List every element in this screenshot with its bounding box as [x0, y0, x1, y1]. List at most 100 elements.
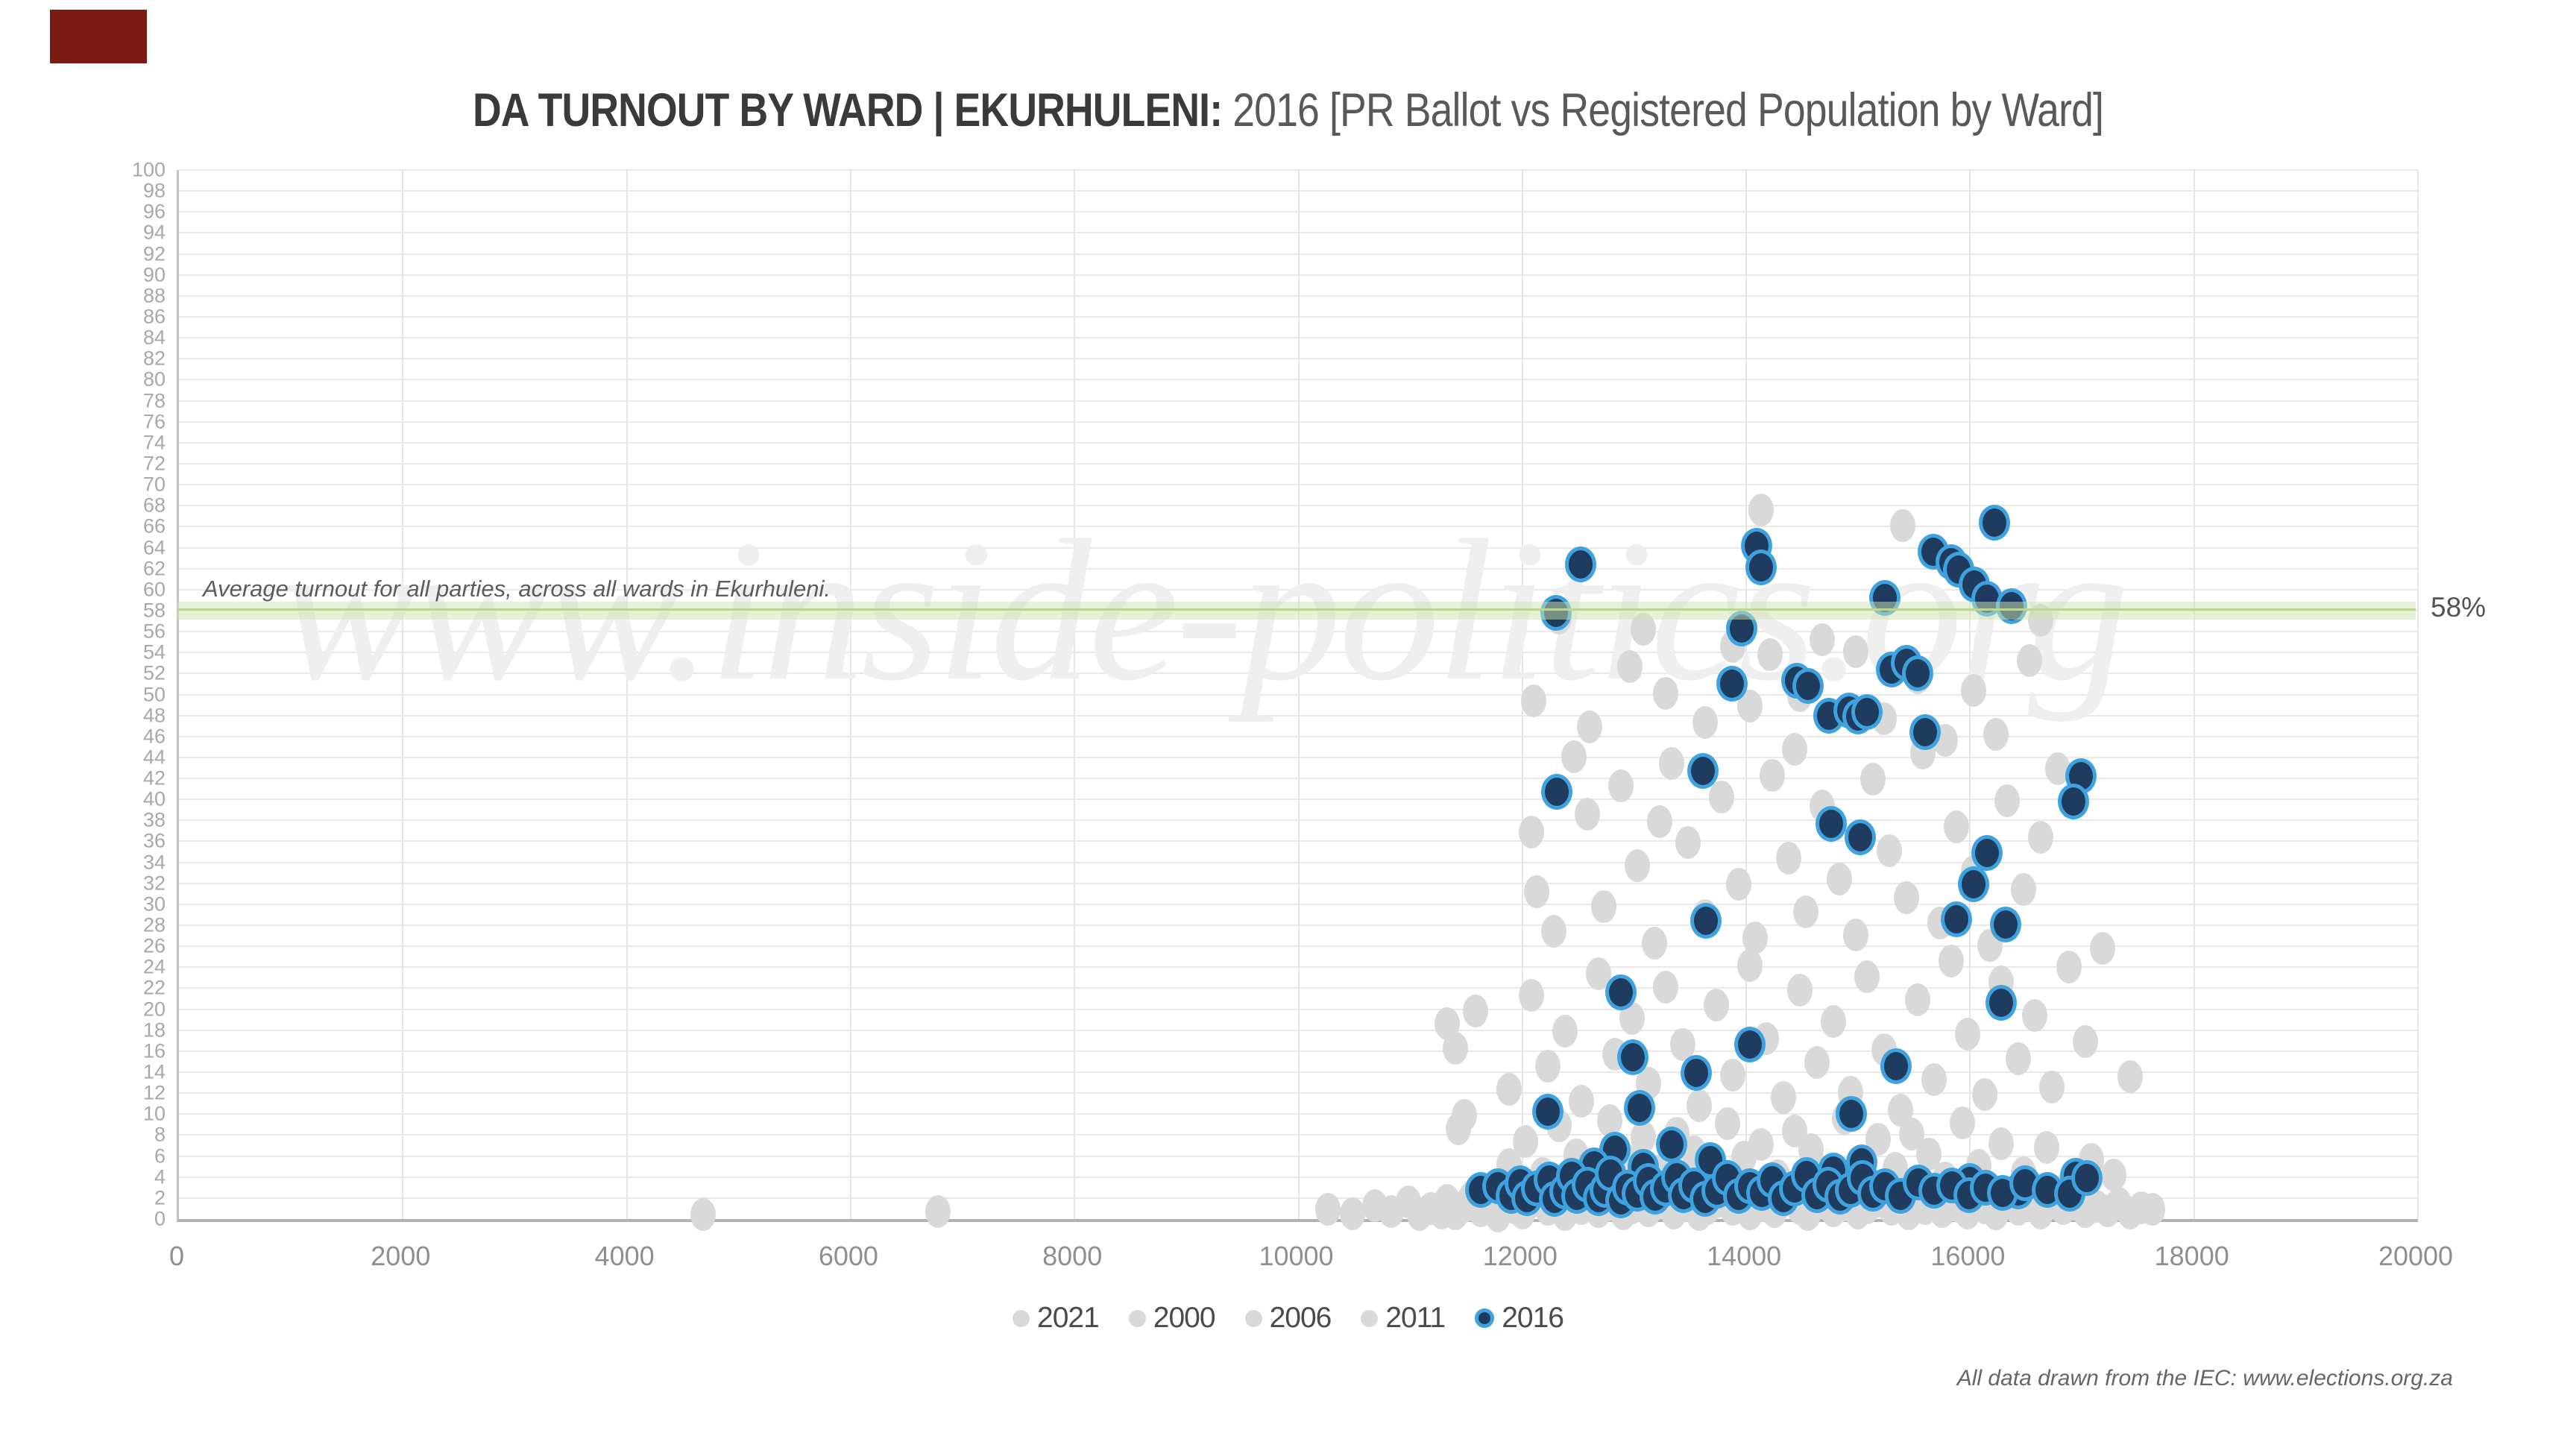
y-tick-label: 24 — [142, 955, 166, 978]
data-point-2016 — [1745, 549, 1777, 586]
data-point-2016 — [1836, 1096, 1868, 1133]
data-point-2016 — [1680, 1055, 1712, 1092]
legend-marker-2016 — [1475, 1308, 1495, 1328]
data-point-prior-year — [1770, 1080, 1796, 1114]
data-point-prior-year — [1994, 784, 2020, 817]
data-point-prior-year — [1804, 1046, 1830, 1080]
y-tick-label: 14 — [142, 1060, 166, 1083]
data-point-prior-year — [1658, 747, 1684, 781]
data-point-prior-year — [2140, 1193, 2166, 1226]
data-point-2016 — [1605, 974, 1637, 1011]
data-point-prior-year — [1742, 921, 1769, 954]
v-gridline — [849, 170, 851, 1219]
y-tick-label: 54 — [142, 640, 166, 664]
data-point-prior-year — [1687, 1089, 1713, 1123]
y-tick-label: 44 — [142, 746, 166, 769]
data-point-prior-year — [1720, 1059, 1746, 1092]
data-point-2016 — [2057, 784, 2089, 819]
y-tick-label: 84 — [142, 326, 166, 349]
y-tick-label: 48 — [142, 704, 166, 727]
data-point-prior-year — [1781, 732, 1807, 766]
legend-label: 2011 — [1385, 1302, 1446, 1334]
data-point-prior-year — [1904, 983, 1930, 1016]
data-point-prior-year — [1949, 1106, 1975, 1139]
data-point-prior-year — [1810, 623, 1836, 657]
data-point-prior-year — [1859, 763, 1886, 796]
data-point-2016 — [1979, 504, 2011, 541]
data-point-prior-year — [1692, 706, 1718, 740]
y-tick-label: 22 — [142, 976, 166, 999]
data-point-prior-year — [1843, 634, 1869, 668]
data-point-prior-year — [1776, 841, 1802, 875]
legend-item-2021: 2021 — [1013, 1302, 1100, 1335]
y-tick-label: 96 — [142, 200, 166, 223]
data-point-prior-year — [2100, 1158, 2126, 1191]
data-point-prior-year — [1944, 810, 1970, 843]
data-point-2016 — [1941, 901, 1973, 937]
chart-legend: 2021 2000 2006 2011 2016 — [0, 1302, 2576, 1335]
data-point-prior-year — [1983, 717, 2009, 751]
x-tick-label: 18000 — [2154, 1241, 2229, 1271]
legend-item-2011: 2011 — [1361, 1302, 1446, 1335]
y-tick-label: 100 — [131, 158, 166, 181]
y-tick-label: 82 — [142, 347, 166, 370]
data-point-prior-year — [1938, 944, 1964, 977]
y-tick-label: 46 — [142, 725, 166, 748]
data-point-2016 — [1909, 714, 1942, 751]
x-tick-label: 8000 — [1042, 1241, 1103, 1271]
data-point-prior-year — [1748, 1128, 1774, 1162]
data-point-prior-year — [1826, 863, 1852, 896]
y-tick-label: 36 — [142, 829, 166, 852]
y-tick-label: 12 — [142, 1081, 166, 1104]
y-tick-label: 78 — [142, 389, 166, 412]
legend-marker-2011 — [1361, 1309, 1379, 1327]
v-gridline — [1297, 170, 1300, 1219]
data-point-prior-year — [1535, 1049, 1561, 1083]
data-point-prior-year — [1955, 1018, 1981, 1051]
data-point-prior-year — [1625, 848, 1651, 882]
data-point-prior-year — [1462, 995, 1488, 1028]
data-point-2016 — [1687, 753, 1719, 790]
x-tick-label: 12000 — [1482, 1241, 1558, 1271]
data-point-2016 — [1880, 1048, 1912, 1084]
y-tick-label: 26 — [142, 934, 166, 957]
data-point-prior-year — [1630, 1121, 1656, 1154]
y-tick-label: 6 — [154, 1144, 166, 1168]
v-gridline — [626, 170, 628, 1219]
data-point-prior-year — [2039, 1070, 2065, 1103]
data-point-2016 — [1851, 694, 1883, 731]
y-tick-label: 34 — [142, 851, 166, 874]
data-point-prior-year — [1520, 684, 1546, 717]
page-title-bold: DA TURNOUT BY WARD | EKURHULENI: — [472, 84, 1223, 136]
y-tick-label: 72 — [142, 452, 166, 475]
y-tick-label: 74 — [142, 431, 166, 454]
data-point-prior-year — [2117, 1059, 2144, 1093]
y-tick-label: 90 — [142, 263, 166, 286]
x-tick-label: 4000 — [594, 1241, 655, 1271]
data-point-prior-year — [1524, 875, 1550, 909]
data-point-prior-year — [1675, 825, 1701, 859]
data-point-prior-year — [1616, 649, 1643, 683]
data-point-prior-year — [1709, 781, 1735, 814]
y-tick-label: 30 — [142, 892, 166, 916]
data-point-prior-year — [2073, 1025, 2099, 1059]
y-tick-label: 56 — [142, 620, 166, 643]
data-point-prior-year — [1893, 881, 1919, 915]
y-tick-label: 86 — [142, 305, 166, 328]
data-point-prior-year — [1576, 711, 1602, 744]
y-tick-label: 16 — [142, 1039, 166, 1062]
data-point-prior-year — [2027, 820, 2053, 854]
y-axis-labels: 0 2 4 6 8 10 12 14 16 18 20 22 24 26 28 30 32 34 36 38 40 42 4… — [0, 160, 166, 1229]
x-tick-label: 16000 — [1930, 1241, 2006, 1271]
data-point-prior-year — [1714, 1106, 1740, 1140]
data-point-2016 — [1532, 1094, 1564, 1130]
data-point-prior-year — [1647, 804, 1673, 838]
x-tick-label: 20000 — [2378, 1241, 2454, 1271]
y-tick-label: 38 — [142, 808, 166, 831]
x-tick-label: 14000 — [1707, 1241, 1782, 1271]
y-tick-label: 20 — [142, 998, 166, 1021]
data-point-2016 — [1690, 903, 1722, 939]
data-point-prior-year — [2056, 951, 2082, 984]
data-point-2016 — [1845, 819, 1877, 855]
v-gridline — [402, 170, 404, 1219]
